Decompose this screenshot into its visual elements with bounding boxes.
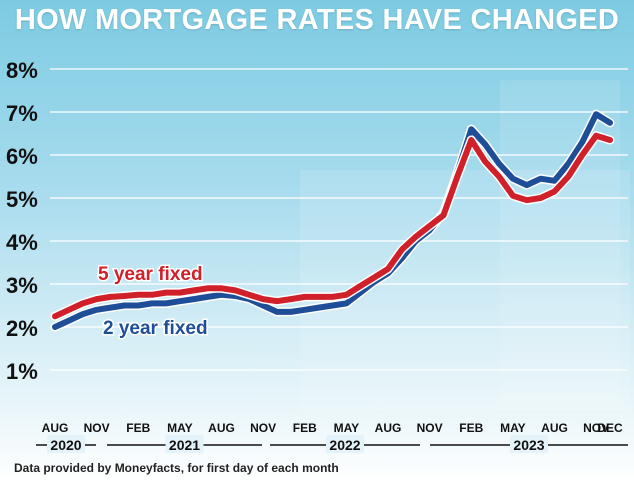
y-tick-label: 3%: [6, 273, 38, 298]
series-line-5yr: [52, 132, 613, 320]
series-line-2yr: [52, 111, 613, 330]
x-tick-label: NOV: [583, 421, 609, 435]
x-tick-label: AUG: [541, 421, 568, 435]
year-label: 2020: [50, 437, 81, 453]
year-label-bg: [47, 435, 85, 453]
background-building-shape: [500, 80, 620, 410]
y-tick-label: 2%: [6, 316, 38, 341]
y-tick-label: 6%: [6, 144, 38, 169]
series-label: 5 year fixed: [98, 264, 203, 285]
year-label-bg: [165, 435, 204, 453]
x-tick-label: FEB: [459, 421, 483, 435]
y-tick-label: 5%: [6, 187, 38, 212]
y-tick-label: 8%: [6, 58, 38, 83]
x-tick-label: DEC: [597, 421, 623, 435]
x-tick-label: FEB: [293, 421, 317, 435]
x-tick-label: FEB: [126, 421, 150, 435]
x-tick-label: MAY: [500, 421, 526, 435]
x-tick-label: NOV: [84, 421, 110, 435]
series-label: 2 year fixed: [103, 318, 208, 339]
year-label-bg: [510, 435, 548, 453]
source-note: Data provided by Moneyfacts, for first d…: [14, 461, 339, 475]
y-tick-label: 7%: [6, 101, 38, 126]
year-label: 2021: [169, 437, 200, 453]
year-label: 2023: [513, 437, 544, 453]
x-tick-label: AUG: [375, 421, 402, 435]
x-tick-label: AUG: [42, 421, 69, 435]
chart-title: HOW MORTGAGE RATES HAVE CHANGED: [14, 4, 620, 36]
x-tick-label: NOV: [417, 421, 443, 435]
y-tick-label: 1%: [6, 359, 38, 384]
year-label: 2022: [329, 437, 360, 453]
year-label-bg: [326, 435, 364, 453]
x-tick-label: MAY: [167, 421, 193, 435]
x-tick-label: NOV: [250, 421, 276, 435]
x-tick-label: AUG: [208, 421, 235, 435]
y-tick-label: 4%: [6, 230, 38, 255]
x-tick-label: MAY: [334, 421, 360, 435]
